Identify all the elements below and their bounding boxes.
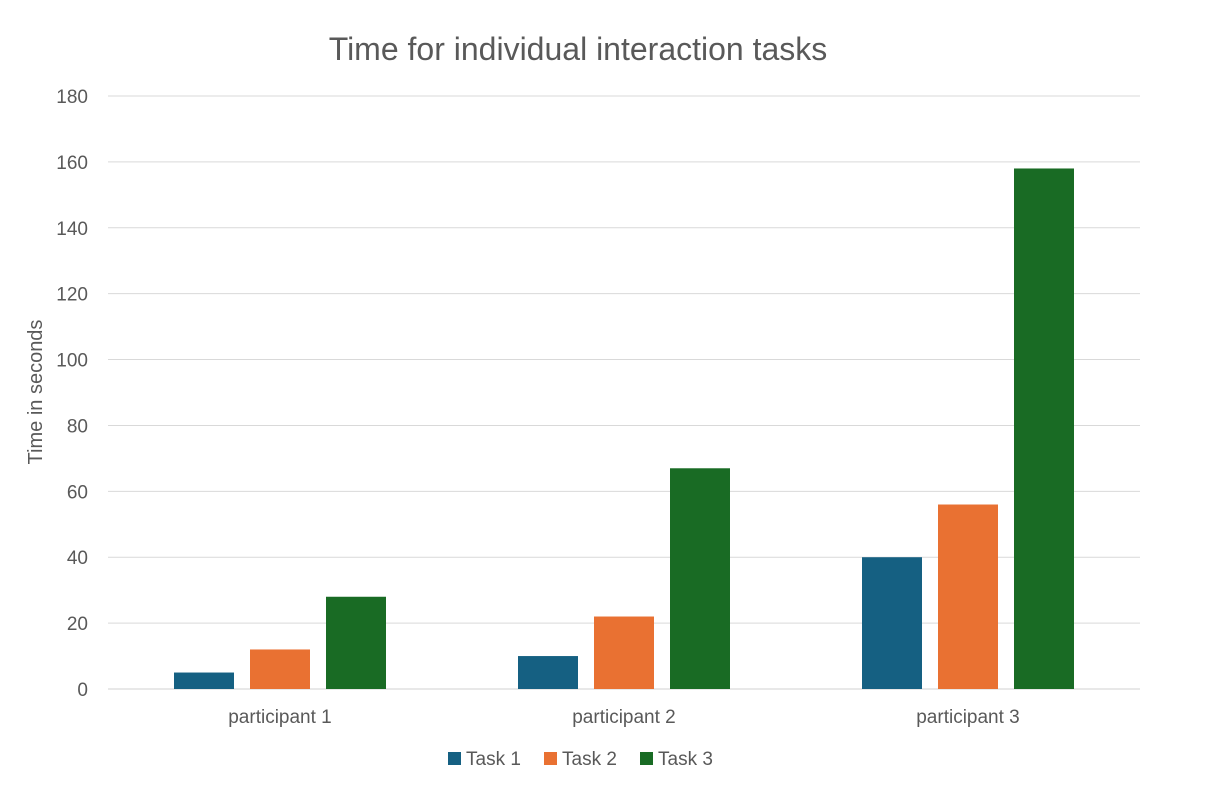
legend-swatch <box>544 752 557 765</box>
legend-label: Task 1 <box>466 749 521 770</box>
y-tick-label: 80 <box>67 416 88 437</box>
bar-task-1-participant-3 <box>862 557 922 689</box>
y-tick-label: 60 <box>67 482 88 503</box>
bar-task-2-participant-3 <box>938 504 998 689</box>
gridlines <box>108 95 1140 690</box>
bar-task-2-participant-2 <box>594 616 654 689</box>
legend-label: Task 3 <box>658 749 713 770</box>
legend: Task 1 Task 2 Task 3 <box>448 749 713 770</box>
bar-task-3-participant-3 <box>1014 168 1074 689</box>
y-axis-title: Time in seconds <box>25 320 47 465</box>
y-tick-label: 20 <box>67 614 88 635</box>
y-tick-label: 100 <box>56 351 88 372</box>
y-tick-label: 120 <box>56 285 88 306</box>
legend-item-task-1: Task 1 <box>448 749 521 770</box>
chart-title: Time for individual interaction tasks <box>329 31 828 67</box>
bar-task-1-participant-1 <box>174 672 234 689</box>
bar-task-3-participant-1 <box>326 596 386 689</box>
legend-label: Task 2 <box>562 749 617 770</box>
y-tick-label: 40 <box>67 548 88 569</box>
y-tick-label: 140 <box>56 219 88 240</box>
x-tick-label: participant 1 <box>228 707 332 728</box>
x-tick-label: participant 2 <box>572 707 676 728</box>
legend-item-task-2: Task 2 <box>544 749 617 770</box>
bar-task-3-participant-2 <box>670 468 730 689</box>
y-tick-label: 180 <box>56 87 88 108</box>
x-tick-label: participant 3 <box>916 707 1020 728</box>
y-tick-labels: 0 20 40 60 80 100 120 140 160 180 <box>56 87 88 701</box>
x-tick-labels: participant 1 participant 2 participant 3 <box>228 707 1020 728</box>
bar-task-2-participant-1 <box>250 649 310 689</box>
bars <box>174 168 1074 689</box>
legend-swatch <box>640 752 653 765</box>
legend-swatch <box>448 752 461 765</box>
y-tick-label: 160 <box>56 153 88 174</box>
y-tick-label: 0 <box>77 680 88 701</box>
bar-task-1-participant-2 <box>518 656 578 689</box>
legend-item-task-3: Task 3 <box>640 749 713 770</box>
